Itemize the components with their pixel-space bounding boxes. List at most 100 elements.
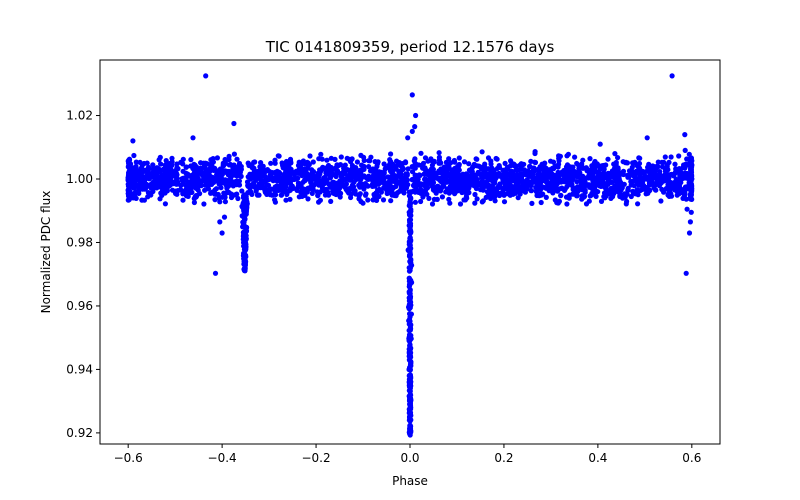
data-point — [361, 157, 367, 164]
data-point — [550, 189, 556, 195]
x-axis-label: Phase — [392, 474, 428, 488]
data-point — [630, 188, 636, 194]
y-tick-label: 0.96 — [66, 299, 93, 313]
data-point — [593, 188, 600, 194]
data-point — [222, 159, 228, 165]
data-point — [208, 160, 215, 166]
y-tick-label: 0.94 — [66, 362, 93, 376]
data-point — [268, 174, 274, 180]
data-point — [136, 190, 142, 196]
data-point — [242, 217, 248, 223]
data-point — [428, 168, 434, 174]
data-point — [577, 163, 583, 169]
data-point — [153, 172, 159, 178]
data-point — [418, 198, 424, 205]
data-point — [637, 187, 643, 194]
data-point — [509, 171, 515, 177]
data-point — [283, 182, 289, 188]
data-point — [505, 184, 512, 190]
data-point — [492, 198, 498, 204]
data-point — [175, 179, 181, 185]
data-point — [324, 157, 330, 163]
data-point — [668, 193, 675, 199]
data-point — [349, 175, 355, 181]
data-point — [473, 156, 479, 162]
data-point — [448, 172, 454, 178]
data-point — [189, 180, 195, 186]
y-tick-label: 0.98 — [66, 235, 93, 249]
data-point — [555, 164, 561, 170]
data-point — [404, 172, 410, 178]
data-point — [388, 184, 394, 190]
data-point — [396, 160, 402, 166]
data-point — [245, 183, 251, 189]
data-point — [191, 199, 197, 206]
data-point — [289, 183, 295, 189]
data-point — [574, 174, 580, 180]
data-point — [655, 159, 661, 165]
data-point — [322, 180, 328, 186]
data-point — [688, 161, 694, 167]
data-point — [349, 156, 355, 162]
data-point — [424, 178, 431, 184]
data-point — [434, 196, 440, 202]
data-point — [652, 183, 658, 189]
data-point — [231, 162, 237, 168]
data-point — [337, 162, 344, 168]
data-point — [362, 181, 368, 187]
data-point — [281, 188, 287, 194]
data-point — [451, 157, 457, 164]
data-point — [439, 194, 445, 200]
data-point — [668, 154, 674, 160]
data-point — [540, 176, 546, 182]
data-point — [682, 147, 688, 153]
data-point — [688, 155, 694, 161]
data-point — [133, 159, 139, 165]
data-point — [396, 179, 402, 185]
data-point — [308, 180, 314, 186]
data-point — [550, 159, 557, 165]
data-point — [640, 169, 646, 175]
data-point — [150, 186, 156, 192]
data-point — [229, 192, 236, 198]
data-point — [553, 175, 559, 181]
data-point — [366, 173, 372, 179]
data-point — [628, 193, 634, 200]
data-point — [346, 190, 352, 196]
data-point — [212, 165, 218, 171]
data-point — [269, 192, 275, 198]
data-point — [407, 387, 413, 393]
data-point — [485, 155, 492, 161]
data-point — [501, 199, 508, 205]
data-point — [300, 158, 306, 164]
data-point — [580, 173, 586, 179]
data-point — [446, 190, 452, 196]
data-point — [615, 155, 621, 161]
data-point — [275, 177, 281, 183]
data-point — [406, 281, 413, 288]
data-point — [126, 192, 132, 199]
data-point — [536, 193, 542, 199]
data-point — [555, 169, 561, 175]
data-point — [387, 157, 393, 163]
data-point — [602, 195, 608, 201]
data-point — [360, 200, 366, 206]
data-point — [202, 182, 208, 188]
data-point — [163, 184, 169, 190]
data-point — [141, 181, 147, 188]
data-point — [418, 150, 424, 156]
data-point — [629, 178, 635, 185]
data-point — [286, 188, 292, 194]
data-point — [528, 182, 534, 188]
data-point — [631, 173, 637, 179]
data-point — [242, 201, 248, 207]
data-point — [519, 173, 525, 179]
data-point — [250, 164, 256, 170]
data-point — [471, 176, 478, 182]
data-point — [504, 165, 510, 171]
data-point — [456, 174, 462, 180]
data-point — [302, 178, 308, 184]
data-point — [532, 149, 538, 155]
data-point — [558, 192, 564, 198]
data-point — [162, 201, 168, 207]
